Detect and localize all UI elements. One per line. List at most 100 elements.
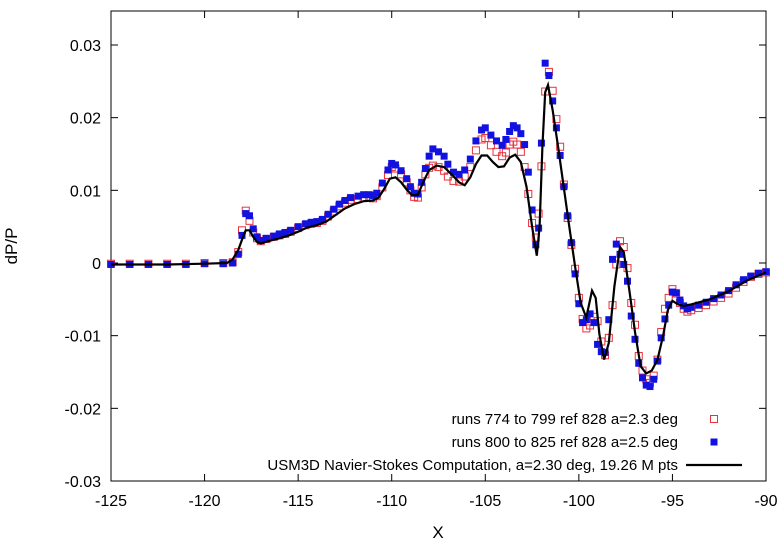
data-point [635, 359, 643, 367]
data-point [498, 141, 506, 149]
y-tick-label: -0.03 [65, 474, 102, 491]
data-point [549, 97, 557, 105]
data-point [524, 168, 532, 176]
x-tick-label: -110 [376, 493, 407, 510]
data-point [369, 191, 377, 199]
data-point [646, 383, 654, 391]
data-point [270, 232, 278, 240]
data-point [590, 319, 598, 327]
data-point [517, 130, 525, 138]
data-point [466, 155, 474, 163]
data-point [421, 165, 429, 173]
data-point [683, 305, 691, 313]
x-tick-label: -95 [661, 493, 684, 510]
legend-series-name: runs 800 to 825 ref 828 [452, 434, 611, 451]
data-point [541, 59, 549, 67]
series-3 [111, 80, 767, 375]
data-point [435, 148, 442, 156]
data-point [672, 289, 680, 297]
data-point [552, 124, 560, 132]
legend-label: USM3D Navier-Stokes Computation, a=2.30 … [267, 457, 678, 474]
data-point [650, 375, 658, 383]
legend-label: runs 800 to 825 ref 828 a=2.5 deg [452, 434, 678, 451]
data-point [330, 205, 338, 213]
data-point [324, 210, 332, 218]
data-point [257, 236, 265, 244]
legend-series-suffix: a=2.5 deg [611, 434, 678, 451]
data-point [506, 127, 514, 135]
data-point [516, 147, 525, 156]
data-point [444, 160, 452, 168]
data-point [586, 310, 594, 318]
data-point [318, 215, 326, 223]
data-point [627, 312, 635, 320]
data-point [242, 210, 250, 218]
data-point [668, 288, 676, 296]
data-point [229, 259, 237, 267]
data-point [487, 131, 495, 139]
data-point [502, 135, 510, 143]
data-point [513, 124, 521, 132]
data-point [449, 168, 457, 176]
data-point [528, 206, 536, 214]
data-point [307, 218, 315, 226]
axis-ticks: -125 -120 -115 -110 -105 -100 -95 -90 -0.03 -0.02… [65, 11, 778, 510]
data-point [609, 255, 617, 263]
y-tick-label: -0.02 [65, 401, 102, 418]
data-point [486, 141, 495, 150]
data-point [620, 260, 628, 268]
data-point [493, 137, 501, 145]
data-point [575, 300, 583, 308]
data-point [537, 139, 545, 147]
x-tick-label: -100 [563, 493, 595, 510]
x-tick-label: -90 [754, 493, 777, 510]
data-point [664, 293, 673, 302]
data-point [631, 335, 639, 343]
legend-series-suffix: a=2.3 deg [611, 411, 678, 428]
series-line [111, 80, 767, 375]
data-point [478, 126, 486, 134]
data-point [388, 159, 396, 167]
data-point [384, 166, 392, 174]
x-tick-label: -105 [469, 493, 501, 510]
data-point [492, 147, 501, 156]
data-point [594, 340, 602, 348]
data-point [335, 200, 343, 208]
data-point [238, 231, 246, 239]
data-point [360, 191, 368, 199]
data-point [579, 319, 587, 327]
data-point [410, 189, 418, 197]
data-point [638, 374, 646, 382]
data-point [676, 296, 684, 304]
data-point [294, 223, 302, 231]
y-tick-label: 0.01 [70, 183, 101, 200]
data-point [732, 281, 740, 289]
data-point [461, 166, 469, 174]
legend-marker-sample [710, 438, 718, 446]
x-tick-label: -120 [189, 493, 221, 510]
series-2 [107, 59, 770, 391]
data-point [378, 179, 386, 187]
y-axis-label: dP/P [2, 228, 21, 265]
data-point [443, 172, 452, 181]
data-point [262, 234, 270, 242]
legend-marker-sample [710, 415, 718, 423]
y-tick-label: 0.03 [70, 38, 101, 55]
data-point [642, 381, 650, 389]
data-point [406, 183, 414, 191]
data-point [313, 218, 321, 226]
data-point [657, 334, 665, 342]
data-point [501, 148, 510, 157]
data-point [429, 145, 437, 153]
data-point [253, 233, 261, 241]
x-tick-label: -125 [95, 493, 127, 510]
y-tick-label: 0.02 [70, 111, 101, 128]
data-point [341, 197, 349, 205]
data-point [234, 250, 242, 258]
data-point [740, 276, 748, 284]
data-point [665, 301, 673, 309]
data-point [249, 225, 257, 233]
x-axis-label: X [432, 523, 443, 542]
